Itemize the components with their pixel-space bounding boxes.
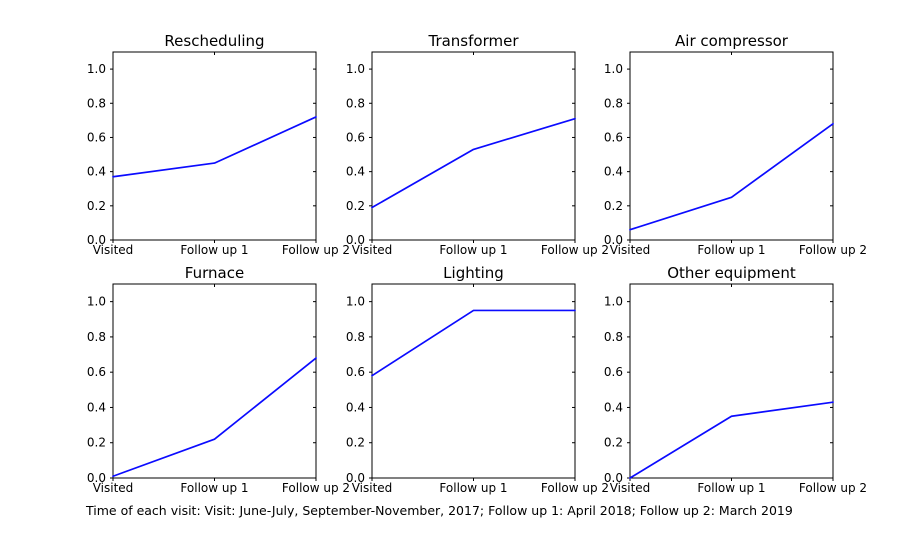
plot-area	[112, 283, 317, 479]
x-tick-label: Visited	[352, 243, 393, 257]
y-tick-label: 0.2	[346, 199, 365, 213]
y-tick-label: 0.6	[346, 365, 365, 379]
y-tick-label: 0.0	[346, 233, 365, 247]
y-tick-label: 0.8	[346, 96, 365, 110]
x-tick-label: Follow up 2	[282, 481, 350, 495]
y-tick-label: 1.0	[346, 295, 365, 309]
x-tick-label: Follow up 2	[282, 243, 350, 257]
subplot-furnace: Furnace 0.0 0.2 0.4 0.6 0.8 1.0 Visited Follow u…	[87, 264, 350, 495]
subplot-air-compressor: Air compressor 0.0 0.2 0.4 0.6 0.8 1.0 Visited F…	[604, 32, 867, 257]
x-tick-label: Visited	[610, 481, 651, 495]
y-tick-label: 0.4	[87, 400, 106, 414]
y-tick-label: 0.8	[604, 96, 623, 110]
y-tick-label: 0.2	[87, 436, 106, 450]
subplot-title: Rescheduling	[164, 32, 264, 50]
y-tick-label: 0.4	[604, 165, 623, 179]
subplot-other-equipment: Other equipment 0.0 0.2 0.4 0.6 0.8 1.0 Visited…	[604, 264, 867, 495]
y-tick-label: 1.0	[604, 295, 623, 309]
subplot-lighting: Lighting 0.0 0.2 0.4 0.6 0.8 1.0 Visited Follow …	[346, 264, 609, 495]
y-tick-label: 0.8	[87, 330, 106, 344]
subplot-transformer: Transformer 0.0 0.2 0.4 0.6 0.8 1.0 Visited Foll…	[346, 32, 609, 257]
y-tick-label: 0.0	[87, 233, 106, 247]
subplot-title: Transformer	[427, 32, 519, 50]
y-tick-label: 0.0	[87, 471, 106, 485]
x-tick-label: Follow up 2	[541, 243, 609, 257]
x-tick-label: Follow up 1	[180, 481, 248, 495]
y-tick-label: 0.8	[346, 330, 365, 344]
subplot-title: Furnace	[185, 264, 244, 282]
y-tick-label: 0.2	[604, 436, 623, 450]
x-tick-label: Follow up 2	[799, 243, 867, 257]
data-line	[629, 122, 834, 231]
y-tick-label: 1.0	[346, 62, 365, 76]
y-tick-label: 0.6	[87, 365, 106, 379]
x-tick-label: Follow up 1	[439, 243, 507, 257]
y-tick-label: 0.0	[604, 471, 623, 485]
x-tick-label: Follow up 1	[439, 481, 507, 495]
y-tick-label: 0.6	[604, 130, 623, 144]
data-line	[371, 117, 576, 209]
y-tick-label: 0.8	[604, 330, 623, 344]
y-tick-label: 1.0	[87, 62, 106, 76]
y-tick-label: 0.4	[87, 165, 106, 179]
y-tick-label: 0.4	[346, 165, 365, 179]
x-tick-label: Follow up 1	[180, 243, 248, 257]
y-tick-label: 0.6	[604, 365, 623, 379]
y-tick-label: 1.0	[87, 295, 106, 309]
figure-caption: Time of each visit: Visit: June-July, Se…	[86, 503, 793, 518]
plot-area	[371, 51, 576, 241]
y-tick-label: 0.6	[87, 130, 106, 144]
y-tick-label: 0.2	[604, 199, 623, 213]
x-tick-label: Follow up 1	[697, 481, 765, 495]
y-tick-label: 1.0	[604, 62, 623, 76]
plot-area	[629, 283, 834, 479]
y-tick-label: 0.4	[346, 400, 365, 414]
plot-area	[112, 51, 317, 241]
data-line	[629, 401, 834, 479]
x-tick-label: Visited	[93, 481, 134, 495]
y-tick-label: 0.4	[604, 400, 623, 414]
subplot-rescheduling: Rescheduling 0.0 0.2 0.4 0.6 0.8 1.0 Visited Fol…	[87, 32, 350, 257]
data-line	[112, 357, 317, 478]
plot-area	[371, 283, 576, 479]
x-tick-label: Follow up 2	[799, 481, 867, 495]
x-tick-label: Visited	[610, 243, 651, 257]
x-tick-label: Follow up 1	[697, 243, 765, 257]
x-tick-label: Visited	[352, 481, 393, 495]
y-tick-label: 0.0	[604, 233, 623, 247]
data-line	[371, 309, 576, 377]
y-tick-label: 0.6	[346, 130, 365, 144]
data-line	[112, 116, 317, 178]
x-tick-label: Follow up 2	[541, 481, 609, 495]
y-tick-label: 0.2	[87, 199, 106, 213]
subplot-title: Air compressor	[675, 32, 789, 50]
y-tick-label: 0.2	[346, 436, 365, 450]
y-tick-label: 0.0	[346, 471, 365, 485]
subplot-title: Other equipment	[667, 264, 796, 282]
subplot-title: Lighting	[443, 264, 504, 282]
x-tick-label: Visited	[93, 243, 134, 257]
y-tick-label: 0.8	[87, 96, 106, 110]
